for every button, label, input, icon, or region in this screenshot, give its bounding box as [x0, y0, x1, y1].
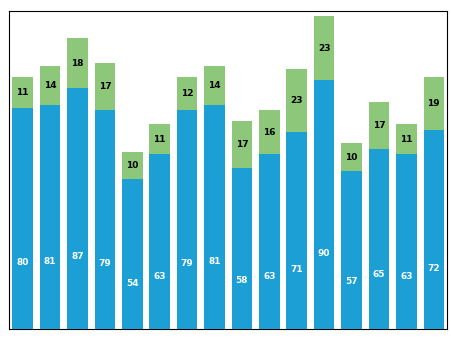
Bar — [204, 66, 224, 105]
Bar — [286, 132, 306, 329]
Text: 80: 80 — [17, 258, 29, 267]
Text: 11: 11 — [399, 135, 412, 144]
Text: 10: 10 — [345, 153, 357, 162]
Text: 10: 10 — [126, 161, 138, 170]
Bar — [258, 155, 279, 329]
Text: 17: 17 — [235, 140, 248, 149]
Text: 63: 63 — [153, 272, 166, 281]
Bar — [313, 80, 334, 329]
Bar — [341, 143, 361, 171]
Text: 11: 11 — [153, 135, 166, 144]
Text: 23: 23 — [290, 96, 302, 105]
Bar — [149, 155, 170, 329]
Text: 63: 63 — [399, 272, 412, 281]
Text: 17: 17 — [372, 121, 384, 130]
Text: 81: 81 — [44, 257, 56, 266]
Text: 58: 58 — [235, 276, 248, 285]
Bar — [67, 39, 87, 88]
Text: 81: 81 — [208, 257, 221, 266]
Bar — [368, 102, 388, 149]
Text: 54: 54 — [126, 279, 138, 288]
Bar — [395, 155, 416, 329]
Bar — [368, 149, 388, 329]
Text: 16: 16 — [262, 128, 275, 137]
Bar — [122, 179, 143, 329]
Bar — [13, 108, 33, 329]
Bar — [40, 105, 60, 329]
Bar — [258, 110, 279, 155]
Text: 87: 87 — [71, 252, 84, 261]
Text: 63: 63 — [262, 272, 275, 281]
Text: 72: 72 — [427, 264, 439, 273]
Bar — [13, 77, 33, 108]
Text: 14: 14 — [208, 81, 221, 90]
Bar — [395, 124, 416, 155]
Text: 90: 90 — [317, 249, 330, 258]
Text: 11: 11 — [16, 88, 29, 97]
Bar — [313, 16, 334, 80]
Bar — [423, 77, 443, 130]
Text: 18: 18 — [71, 59, 83, 68]
Bar — [94, 110, 115, 329]
Text: 79: 79 — [180, 258, 193, 268]
Bar — [204, 105, 224, 329]
Bar — [149, 124, 170, 155]
Bar — [176, 110, 197, 329]
Text: 19: 19 — [427, 99, 439, 108]
Bar — [423, 130, 443, 329]
Bar — [231, 168, 252, 329]
Bar — [122, 152, 143, 179]
Text: 71: 71 — [290, 265, 303, 274]
Text: 23: 23 — [317, 44, 330, 53]
Bar — [94, 63, 115, 110]
Text: 65: 65 — [372, 270, 384, 279]
Bar — [231, 121, 252, 168]
Text: 12: 12 — [180, 89, 193, 98]
Text: 57: 57 — [345, 277, 357, 286]
Text: 17: 17 — [98, 82, 111, 91]
Text: 14: 14 — [44, 81, 56, 90]
Bar — [341, 171, 361, 329]
Bar — [67, 88, 87, 329]
Bar — [40, 66, 60, 105]
Text: 79: 79 — [98, 258, 111, 268]
Bar — [286, 69, 306, 132]
Bar — [176, 77, 197, 110]
